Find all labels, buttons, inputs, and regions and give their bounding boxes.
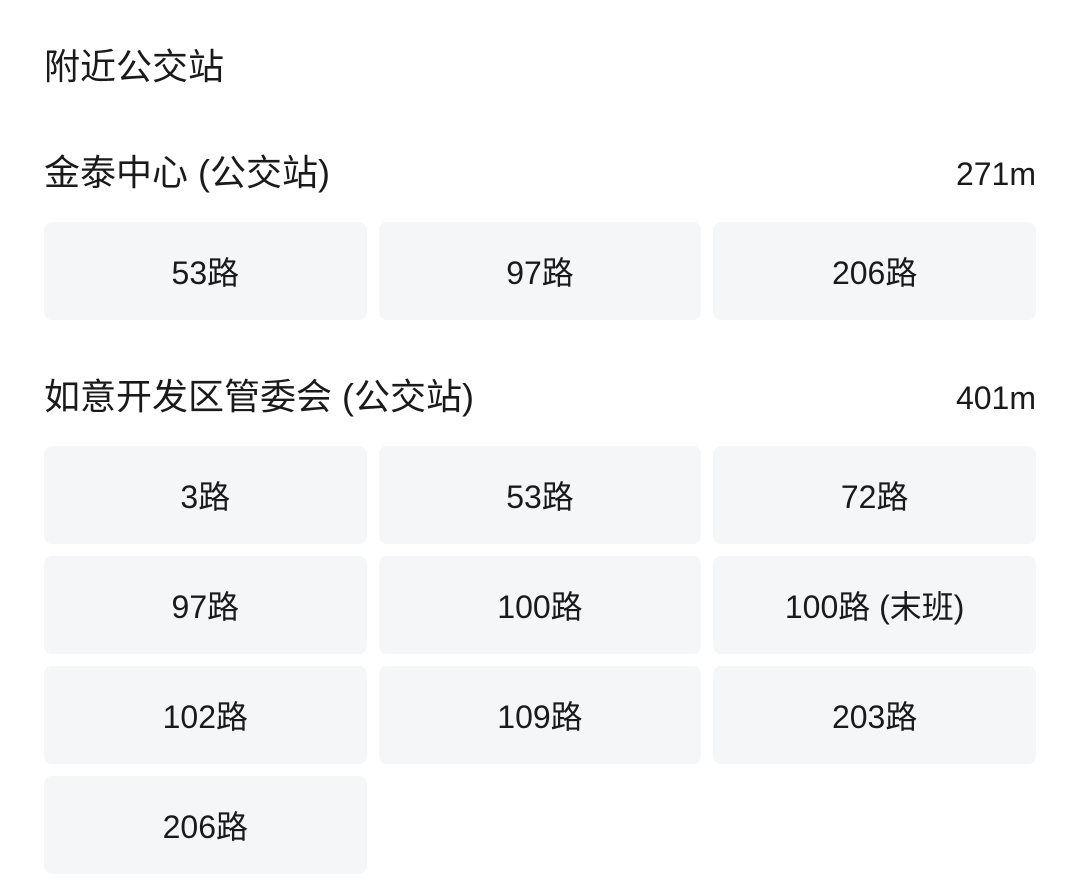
station-header: 金泰中心 (公交站) 271m: [44, 144, 1036, 196]
route-item[interactable]: 102路: [44, 666, 367, 764]
station-distance: 401m: [956, 380, 1036, 417]
route-item[interactable]: 97路: [44, 556, 367, 654]
station-block: 金泰中心 (公交站) 271m 53路97路206路: [44, 144, 1036, 320]
route-item[interactable]: 203路: [713, 666, 1036, 764]
station-distance: 271m: [956, 156, 1036, 193]
route-item[interactable]: 109路: [379, 666, 702, 764]
station-block: 如意开发区管委会 (公交站) 401m 3路53路72路 97路100路100路 (末…: [44, 368, 1036, 874]
route-item[interactable]: 53路: [379, 446, 702, 544]
route-item[interactable]: 100路: [379, 556, 702, 654]
routes-grid: 53路97路206路: [44, 222, 1036, 320]
station-name[interactable]: 金泰中心 (公交站): [44, 144, 330, 196]
route-item[interactable]: 100路 (末班): [713, 556, 1036, 654]
route-item[interactable]: 206路: [713, 222, 1036, 320]
route-item[interactable]: 72路: [713, 446, 1036, 544]
station-name[interactable]: 如意开发区管委会 (公交站): [44, 368, 474, 420]
route-item[interactable]: 3路: [44, 446, 367, 544]
routes-grid: 3路53路72路 97路100路100路 (末班) 102路109路203路 206路: [44, 446, 1036, 874]
route-item[interactable]: 53路: [44, 222, 367, 320]
section-title: 附近公交站: [44, 38, 1036, 90]
route-item[interactable]: 97路: [379, 222, 702, 320]
station-header: 如意开发区管委会 (公交站) 401m: [44, 368, 1036, 420]
route-item[interactable]: 206路: [44, 776, 367, 874]
